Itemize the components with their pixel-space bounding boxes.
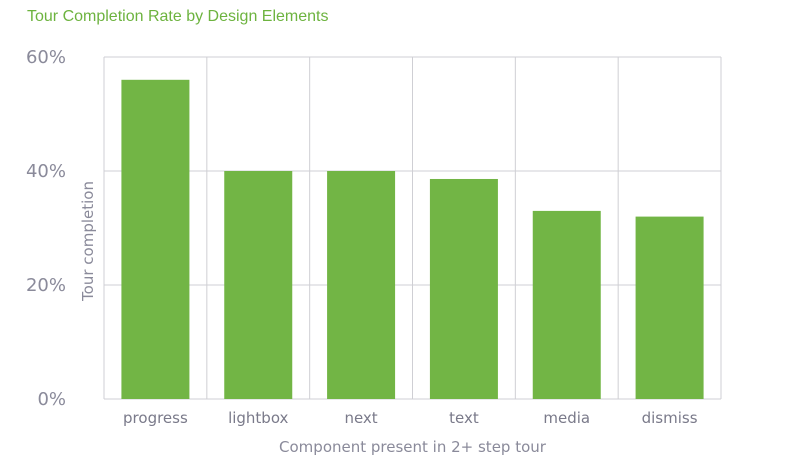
x-tick-label: next <box>344 409 377 427</box>
x-tick-label: lightbox <box>228 409 288 427</box>
y-tick-label: 20% <box>26 275 66 296</box>
bar-progress <box>121 79 190 400</box>
bar-text <box>429 178 498 399</box>
x-tick-label: media <box>543 409 590 427</box>
bar-next <box>327 171 396 399</box>
grid-layer <box>103 56 722 400</box>
x-tick-labels: progress lightbox next text media dismiss <box>123 409 698 427</box>
bar-media <box>532 210 601 399</box>
bars-layer <box>121 79 704 400</box>
y-tick-label: 0% <box>37 389 66 410</box>
x-tick-label: text <box>449 409 479 427</box>
x-tick-label: dismiss <box>642 409 698 427</box>
chart-title: Tour Completion Rate by Design Elements <box>27 8 329 25</box>
y-tick-labels: 0% 20% 40% 60% <box>26 47 66 410</box>
bar-lightbox <box>224 171 293 399</box>
y-tick-label: 60% <box>26 47 66 68</box>
y-tick-label: 40% <box>26 161 66 182</box>
bar-dismiss <box>635 216 704 399</box>
x-tick-label: progress <box>123 409 188 427</box>
x-axis-label: Component present in 2+ step tour <box>279 438 547 456</box>
y-axis-label: Tour completion <box>79 181 97 302</box>
